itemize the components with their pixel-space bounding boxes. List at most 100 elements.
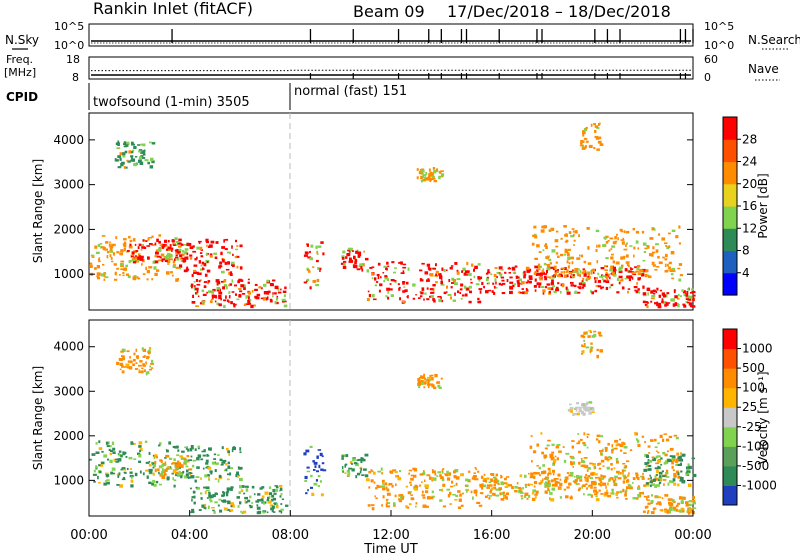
velocity-echo-cell (344, 464, 347, 468)
velocity-echo-cell (210, 472, 213, 475)
velocity-echo-cell (410, 491, 412, 493)
velocity-echo-cell (671, 455, 676, 459)
velocity-echo-cell (428, 476, 432, 480)
power-echo-cell (671, 277, 675, 280)
power-echo-cell (416, 176, 419, 180)
velocity-echo-cell (598, 333, 601, 337)
velocity-echo-cell (422, 504, 427, 508)
velocity-echo-cell (607, 495, 612, 498)
power-echo-cell (580, 140, 583, 142)
velocity-echo-cell (110, 449, 114, 452)
velocity-echo-cell (659, 509, 662, 512)
power-echo-cell (141, 246, 146, 249)
velocity-echo-cell (214, 469, 217, 473)
power-echo-cell (689, 295, 693, 299)
velocity-echo-cell (177, 449, 180, 452)
velocity-colorbar-tick-label: 500 (742, 361, 765, 375)
power-echo-cell (179, 248, 182, 252)
velocity-echo-cell (398, 499, 403, 503)
velocity-echo-cell (319, 480, 322, 483)
velocity-echo-cell (418, 380, 423, 384)
power-echo-cell (435, 168, 439, 172)
nsky-label: N.Sky (5, 33, 39, 47)
power-echo-cell (470, 281, 473, 284)
velocity-echo-cell (554, 455, 557, 458)
power-echo-cell (447, 294, 452, 296)
velocity-echo-cell (623, 476, 628, 479)
power-echo-cell (574, 230, 578, 234)
power-echo-cell (263, 296, 267, 300)
velocity-echo-cell (310, 474, 313, 478)
power-echo-cell (189, 246, 194, 249)
power-echo-cell (365, 257, 369, 261)
power-echo-cell (132, 253, 135, 256)
velocity-echo-cell (603, 494, 608, 497)
velocity-echo-cell (584, 409, 589, 412)
power-echo-cell (567, 265, 570, 269)
velocity-echo-cell (637, 485, 640, 489)
power-echo-cell (116, 147, 121, 150)
power-echo-cell (566, 269, 569, 273)
power-echo-cell (656, 287, 659, 291)
velocity-echo-cell (657, 455, 661, 458)
power-echo-cell (194, 258, 197, 261)
power-echo-cell (566, 253, 570, 257)
velocity-echo-cell (256, 506, 261, 510)
velocity-echo-cell (654, 446, 658, 448)
power-echo-cell (451, 277, 455, 281)
power-echo-cell (172, 274, 174, 277)
power-echo-cell (563, 225, 567, 228)
power-echo-cell (587, 246, 590, 250)
power-echo-cell (128, 245, 133, 249)
power-echo-cell (597, 280, 601, 283)
velocity-echo-cell (596, 434, 601, 437)
power-echo-cell (612, 260, 615, 264)
velocity-echo-cell (658, 502, 662, 506)
velocity-echo-cell (280, 508, 284, 511)
velocity-echo-cell (583, 432, 586, 436)
power-echo-cell (137, 277, 141, 280)
velocity-echo-cell (129, 468, 132, 470)
power-echo-cell (665, 253, 668, 258)
velocity-echo-cell (371, 507, 375, 511)
velocity-echo-cell (635, 497, 639, 500)
velocity-echo-cell (521, 497, 524, 500)
power-echo-cell (567, 248, 571, 251)
power-echo-cell (533, 285, 537, 288)
power-echo-cell (593, 147, 596, 150)
velocity-echo-cell (344, 472, 347, 474)
freq-label-2: [MHz] (4, 66, 36, 79)
velocity-echo-cell (688, 507, 691, 510)
power-echo-cell (218, 291, 223, 295)
power-echo-cell (377, 262, 381, 266)
velocity-echo-cell (645, 483, 650, 487)
power-echo-cell (629, 275, 633, 279)
velocity-echo-cell (657, 442, 660, 445)
velocity-echo-cell (600, 493, 604, 495)
velocity-echo-cell (279, 487, 283, 491)
power-echo-cell (415, 294, 417, 296)
velocity-echo-cell (673, 473, 677, 476)
velocity-echo-cell (670, 480, 675, 484)
velocity-echo-cell (671, 499, 675, 502)
velocity-echo-cell (395, 483, 397, 487)
velocity-echo-cell (680, 452, 682, 455)
power-echo-cell (220, 251, 223, 256)
velocity-echo-cell (188, 476, 192, 479)
velocity-echo-cell (542, 464, 545, 467)
power-echo-cell (440, 170, 444, 172)
power-echo-cell (654, 302, 657, 305)
velocity-colorbar-tick-label: -500 (742, 459, 769, 473)
velocity-echo-cell (643, 484, 647, 487)
velocity-echo-cell (410, 494, 413, 496)
velocity-echo-cell (634, 431, 637, 435)
velocity-echo-cell (635, 438, 638, 441)
velocity-echo-cell (209, 496, 212, 499)
power-echo-cell (172, 242, 174, 245)
power-echo-cell (376, 274, 380, 276)
power-echo-cell (235, 239, 237, 243)
power-echo-cell (131, 259, 136, 262)
power-echo-cell (611, 245, 616, 248)
velocity-echo-cell (419, 484, 421, 487)
power-echo-cell (650, 297, 655, 300)
